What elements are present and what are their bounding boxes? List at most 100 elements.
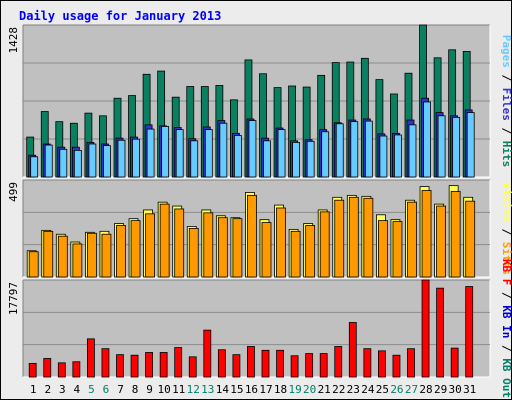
- side-legend-part: Files: [500, 88, 512, 121]
- bar-pages: [394, 134, 402, 178]
- side-legend-label: Visits / Sites: [500, 182, 512, 275]
- day-label: 30: [449, 383, 462, 396]
- bar-sites: [261, 222, 272, 278]
- bar-kb-f: [203, 329, 212, 378]
- bar-sites: [276, 207, 286, 278]
- bar-kb-f: [319, 353, 328, 378]
- bar-pages: [219, 122, 228, 178]
- max-value-label: 17797: [7, 282, 20, 315]
- bar-kb-f: [247, 346, 255, 378]
- bar-kb-f: [407, 348, 415, 378]
- bar-kb-f: [101, 348, 110, 378]
- bar-sites: [319, 211, 330, 278]
- bar-pages: [408, 124, 417, 178]
- bar-kb-f: [217, 349, 226, 378]
- bar-sites: [232, 218, 243, 278]
- bar-kb-f: [276, 349, 284, 378]
- side-legend-part: KB Out: [500, 358, 512, 398]
- bar-sites: [465, 200, 476, 278]
- chart-panel-1: 1428 Pages / Files / Hits: [7, 24, 512, 178]
- day-label: 2: [44, 383, 51, 396]
- day-label: 10: [158, 383, 171, 396]
- bar-kb-f: [261, 349, 270, 378]
- bar-kb-f: [57, 362, 66, 378]
- bar-pages: [117, 139, 126, 178]
- bar-kb-f: [377, 350, 386, 378]
- day-label: 4: [74, 383, 81, 396]
- day-label: 28: [419, 383, 432, 396]
- bar-kb-f: [392, 354, 401, 378]
- bar-kb-f: [28, 362, 37, 378]
- day-label: 3: [59, 383, 66, 396]
- day-label: 16: [245, 383, 258, 396]
- bar-sites: [159, 203, 170, 278]
- bar-kb-f: [188, 356, 197, 378]
- bar-sites: [145, 213, 156, 278]
- bar-sites: [334, 199, 345, 278]
- bar-pages: [88, 143, 97, 178]
- bar-sites: [101, 233, 112, 278]
- day-label: 7: [117, 383, 124, 396]
- day-label: 18: [274, 383, 287, 396]
- bar-sites: [421, 190, 432, 278]
- day-label: 29: [434, 383, 447, 396]
- bar-pages: [103, 145, 111, 178]
- chart-title: Daily usage for January 2013: [19, 9, 221, 23]
- day-label: 6: [103, 383, 110, 396]
- bar-pages: [263, 140, 271, 178]
- bar-kb-f: [348, 322, 357, 378]
- day-label: 25: [376, 383, 389, 396]
- bar-sites: [174, 208, 185, 278]
- bar-kb-f: [130, 354, 139, 378]
- bar-sites: [290, 230, 301, 278]
- day-label: 13: [201, 383, 214, 396]
- bar-pages: [161, 126, 170, 178]
- bar-kb-f: [87, 338, 95, 378]
- day-label: 24: [361, 383, 375, 396]
- side-legend-part: Visits: [500, 182, 512, 222]
- side-legend-part: /: [500, 285, 512, 305]
- day-label: 20: [303, 383, 316, 396]
- bar-pages: [30, 156, 39, 178]
- bar-kb-f: [174, 347, 183, 378]
- bar-pages: [175, 129, 184, 178]
- bar-pages: [59, 148, 68, 178]
- day-label: 12: [187, 383, 200, 396]
- bar-kb-f: [43, 358, 52, 378]
- bar-pages: [423, 101, 431, 178]
- bar-sites: [407, 201, 417, 278]
- bar-sites: [72, 243, 83, 278]
- bar-pages: [292, 142, 301, 178]
- bar-sites: [450, 191, 461, 278]
- day-label: 9: [146, 383, 153, 396]
- day-label: 31: [463, 383, 476, 396]
- chart-panel-2: 499 Visits / Sites: [7, 179, 512, 278]
- bar-pages: [233, 135, 242, 178]
- day-label: 8: [132, 383, 139, 396]
- bar-pages: [466, 112, 475, 178]
- bar-sites: [392, 221, 403, 278]
- day-label: 14: [216, 383, 230, 396]
- chart-panel-3: 17797 KB F / KB In / KB Out: [7, 259, 512, 398]
- day-label: 23: [347, 383, 360, 396]
- side-legend-part: Hits: [500, 141, 512, 168]
- bar-sites: [247, 194, 257, 278]
- bar-sites: [363, 197, 374, 278]
- side-legend-label: Pages / Files / Hits: [500, 35, 512, 168]
- bar-sites: [57, 235, 68, 278]
- bar-kb-f: [450, 347, 459, 378]
- bar-kb-f: [305, 353, 314, 378]
- bar-pages: [248, 120, 257, 178]
- bar-sites: [28, 251, 39, 278]
- day-label: 27: [405, 383, 418, 396]
- bar-pages: [132, 138, 140, 178]
- bar-kb-f: [72, 361, 81, 378]
- side-legend-part: /: [500, 338, 512, 358]
- bar-sites: [116, 225, 126, 278]
- day-label: 19: [288, 383, 301, 396]
- bar-kb-f: [421, 279, 430, 378]
- bar-pages: [437, 115, 446, 178]
- bar-kb-f: [116, 354, 124, 378]
